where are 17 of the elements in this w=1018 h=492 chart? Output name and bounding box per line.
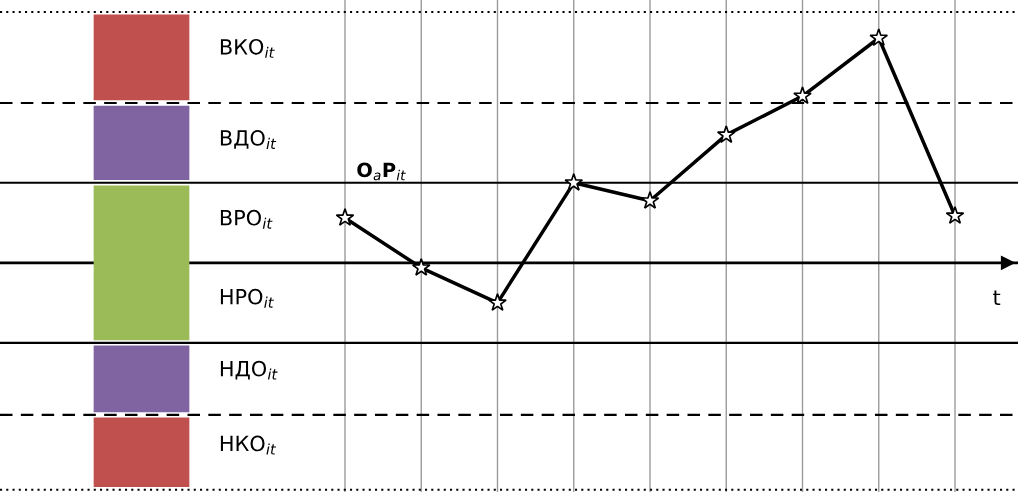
point bbox=[869, 28, 889, 47]
point bbox=[640, 190, 660, 209]
ref-line-label: ВДО$_{it}$ bbox=[220, 130, 277, 149]
point bbox=[945, 206, 965, 225]
point bbox=[335, 208, 355, 227]
ref-line-label: ВКО$_{it}$ bbox=[220, 38, 275, 58]
ref-line-label: НКО$_{it}$ bbox=[220, 435, 277, 455]
point bbox=[793, 86, 812, 105]
annotation: O$_{a}$P$_{it}$ bbox=[357, 162, 406, 181]
ref-line-label: НРО$_{it}$ bbox=[220, 288, 274, 308]
point bbox=[488, 293, 507, 312]
point bbox=[716, 125, 736, 144]
ref-line-label: ВРО$_{it}$ bbox=[220, 209, 273, 229]
annotation: t bbox=[993, 290, 1001, 306]
point bbox=[411, 257, 431, 276]
point bbox=[564, 172, 584, 191]
ref-line-label: НДО$_{it}$ bbox=[220, 360, 278, 380]
